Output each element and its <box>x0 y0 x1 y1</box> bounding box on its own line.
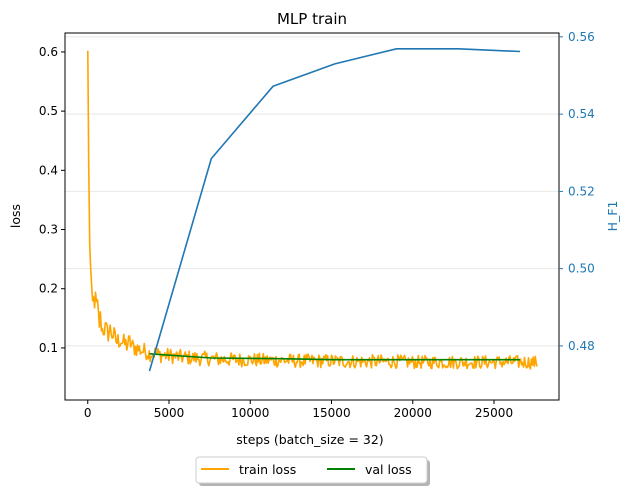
y-tick-label-left: 0.1 <box>39 341 58 355</box>
y-tick-label-right: 0.56 <box>568 30 595 44</box>
x-tick-label: 10000 <box>231 406 269 420</box>
x-tick-label: 5000 <box>154 406 185 420</box>
plot-frame <box>64 32 560 401</box>
y-tick-label-right: 0.48 <box>568 339 595 353</box>
y-tick-label-left: 0.5 <box>39 104 58 118</box>
series-line-val-loss <box>149 353 520 361</box>
series-line-h-f1 <box>148 48 521 372</box>
x-tick-label: 20000 <box>394 406 432 420</box>
plot-area <box>87 48 538 372</box>
y-tick-label-right: 0.52 <box>568 184 595 198</box>
legend-box <box>195 456 428 484</box>
axes: 0 5000 10000 15000 20000 25000 0.1 0.2 0.3 0.4 0.5… <box>39 30 595 420</box>
y-tick-label-right: 0.50 <box>568 262 595 276</box>
legend-label-val-loss: val loss <box>365 462 412 477</box>
y-axis-label-right: H_F1 <box>605 201 620 232</box>
y-tick-label-left: 0.2 <box>39 282 58 296</box>
y-axis-label-left: loss <box>8 204 23 228</box>
chart-title: MLP train <box>277 10 347 28</box>
x-axis-label: steps (batch_size = 32) <box>236 432 383 447</box>
grid-lines <box>65 36 559 347</box>
y-tick-label-left: 0.4 <box>39 163 58 177</box>
x-tick-label: 0 <box>84 406 92 420</box>
legend: train loss val loss <box>195 456 430 486</box>
legend-label-train-loss: train loss <box>239 462 296 477</box>
x-tick-label: 15000 <box>312 406 350 420</box>
x-tick-label: 25000 <box>475 406 513 420</box>
y-tick-label-left: 0.6 <box>39 45 58 59</box>
y-tick-label-left: 0.3 <box>39 223 58 237</box>
y-tick-label-right: 0.54 <box>568 107 595 121</box>
